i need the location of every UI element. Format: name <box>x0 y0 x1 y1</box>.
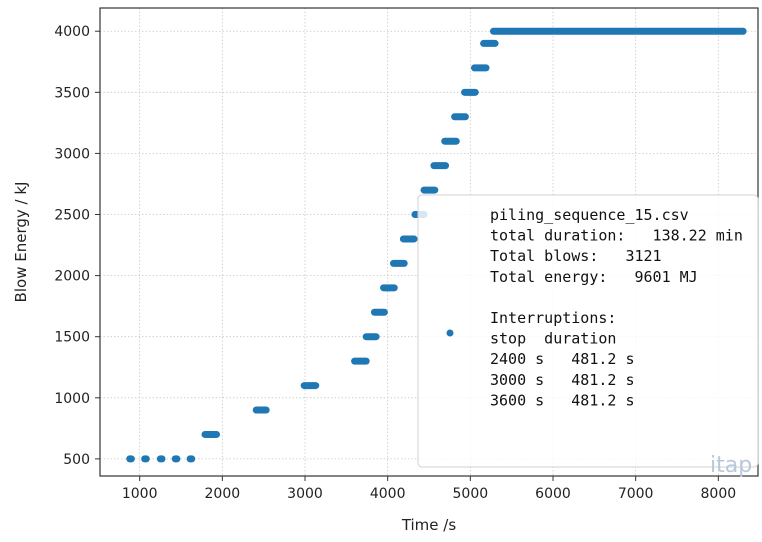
x-tick-label: 2000 <box>205 486 241 502</box>
y-axis-label: Blow Energy / kJ <box>12 182 30 303</box>
legend-line: 3600 s 481.2 s <box>490 391 635 409</box>
y-tick-label: 3500 <box>54 85 90 101</box>
legend-box <box>417 194 759 468</box>
x-axis-label: Time /s <box>401 516 457 534</box>
legend-line: Total energy: 9601 MJ <box>490 268 698 286</box>
legend-marker <box>446 329 454 337</box>
y-ticks: 500 1000 1500 2000 2500 3000 3500 4000 <box>54 24 100 468</box>
y-tick-label: 3000 <box>54 146 90 162</box>
watermark: itap <box>710 453 752 478</box>
legend-line: Interruptions: <box>490 309 616 327</box>
y-tick-label: 1500 <box>54 330 90 346</box>
y-tick-label: 500 <box>63 452 90 468</box>
legend-line: 2400 s 481.2 s <box>490 350 635 368</box>
y-tick-label: 2500 <box>54 208 90 224</box>
legend-line: piling_sequence_15.csv <box>490 206 689 224</box>
legend-line: 3000 s 481.2 s <box>490 371 635 389</box>
x-tick-label: 4000 <box>370 486 406 502</box>
legend-line: total duration: 138.22 min <box>490 227 743 245</box>
x-tick-label: 7000 <box>618 486 654 502</box>
x-tick-label: 1000 <box>122 486 158 502</box>
data-points <box>126 27 747 463</box>
x-tick-label: 5000 <box>453 486 489 502</box>
y-tick-label: 4000 <box>54 24 90 40</box>
y-tick-label: 2000 <box>54 269 90 285</box>
y-tick-label: 1000 <box>54 391 90 407</box>
x-tick-label: 6000 <box>535 486 571 502</box>
x-tick-label: 8000 <box>701 486 737 502</box>
legend-line: stop duration <box>490 330 616 348</box>
legend-line: Total blows: 3121 <box>490 247 662 265</box>
x-ticks: 1000 2000 3000 4000 5000 6000 7000 8000 <box>122 476 736 502</box>
x-tick-label: 3000 <box>287 486 323 502</box>
